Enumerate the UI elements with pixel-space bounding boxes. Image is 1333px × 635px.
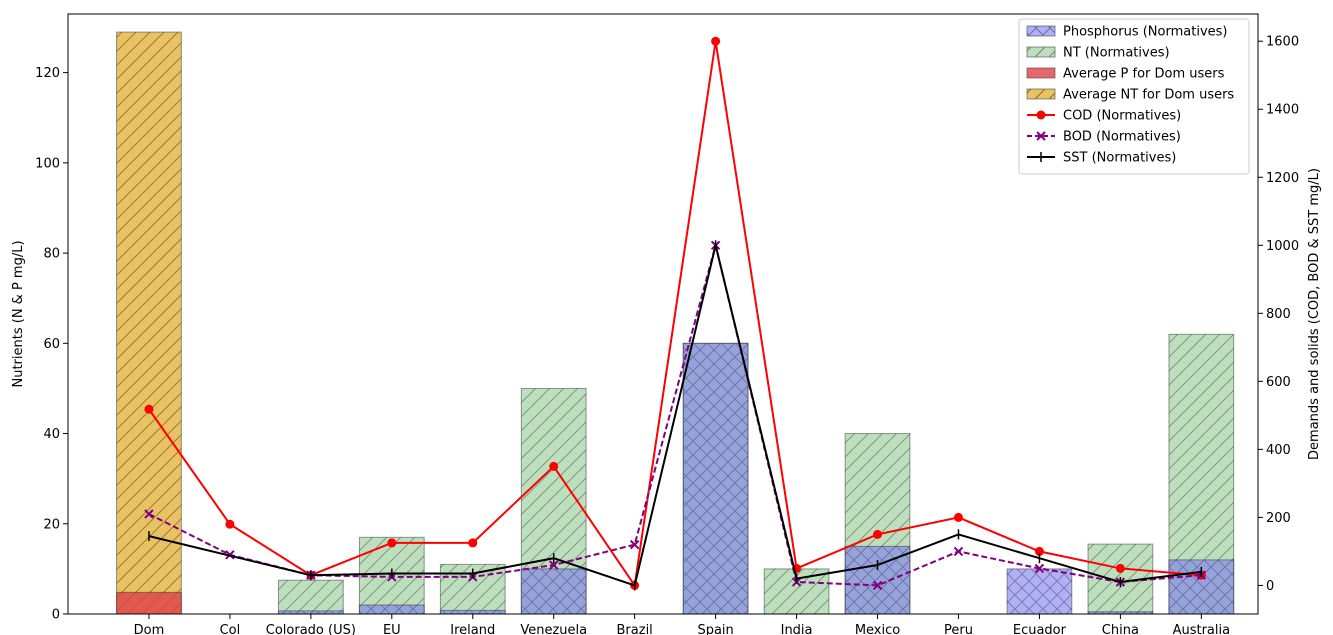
right-tick-label: 200	[1266, 511, 1291, 526]
x-tick-label: Ecuador	[1013, 623, 1067, 635]
legend-label: BOD (Normatives)	[1063, 130, 1181, 145]
left-tick-label: 60	[43, 337, 60, 352]
legend-label: Phosphorus (Normatives)	[1063, 25, 1227, 40]
data-point	[873, 529, 883, 539]
data-point	[225, 519, 235, 529]
left-tick-label: 20	[43, 517, 60, 532]
right-tick-label: 0	[1266, 579, 1274, 594]
x-tick-label: India	[781, 623, 813, 635]
x-tick-label: Ireland	[450, 623, 495, 635]
legend-item: NT (Normatives)	[1026, 46, 1170, 61]
legend-item: SST (Normatives)	[1027, 151, 1176, 166]
legend-item: Phosphorus (Normatives)	[1026, 25, 1227, 40]
data-point	[629, 539, 640, 550]
bar	[358, 604, 425, 615]
left-tick-label: 120	[35, 66, 60, 81]
plot-frame	[67, 13, 1259, 615]
data-point	[144, 509, 154, 519]
left-tick-label: 40	[43, 427, 60, 442]
left-tick-label: 80	[43, 247, 60, 262]
left-axis-label: Nutrients (N & P mg/L)	[11, 240, 26, 387]
left-tick-label: 100	[35, 156, 60, 171]
right-tick-label: 600	[1266, 375, 1291, 390]
right-tick-label: 1200	[1266, 171, 1299, 186]
x-tick-label: Col	[220, 623, 241, 635]
bar	[439, 609, 506, 615]
right-tick-label: 1400	[1266, 103, 1299, 118]
x-tick-label: Mexico	[855, 623, 900, 635]
right-tick-label: 800	[1266, 307, 1291, 322]
data-point	[1034, 563, 1045, 574]
data-point	[711, 36, 721, 46]
x-tick-label: EU	[383, 623, 401, 635]
legend-item: COD (Normatives)	[1027, 109, 1181, 124]
right-tick-label: 1000	[1266, 239, 1299, 254]
bar	[277, 579, 344, 615]
data-point	[468, 538, 478, 548]
x-tick-label: Australia	[1173, 623, 1231, 635]
legend-item: Average P for Dom users	[1026, 67, 1225, 82]
legend-label: Average NT for Dom users	[1063, 88, 1234, 103]
legend: Phosphorus (Normatives) NT (Normatives) Av…	[1018, 18, 1250, 175]
legend-label: Average P for Dom users	[1063, 67, 1225, 82]
data-point	[1034, 546, 1044, 556]
bar	[1006, 568, 1073, 615]
right-axis-label: Demands and solids (COD, BOD & SST mg/L)	[1307, 168, 1322, 460]
right-tick-label: 400	[1266, 443, 1291, 458]
series-line	[148, 41, 1202, 589]
data-point	[953, 512, 963, 522]
legend-swatch	[1026, 67, 1056, 79]
data-point	[953, 546, 964, 557]
series-line	[148, 245, 1202, 587]
x-tick-label: Colorado (US)	[266, 623, 356, 635]
x-tick-label: Dom	[134, 623, 165, 635]
bar	[520, 568, 587, 615]
data-point	[387, 538, 397, 548]
legend-label: NT (Normatives)	[1063, 46, 1170, 61]
legend-item: BOD (Normatives)	[1027, 130, 1181, 145]
legend-box	[1018, 18, 1250, 175]
bar	[116, 31, 182, 615]
data-point	[1115, 563, 1125, 573]
x-tick-label: Brazil	[617, 623, 653, 635]
right-tick-label: 1600	[1266, 35, 1299, 50]
data-point	[144, 404, 154, 414]
plot-area: 0204060801001200200400600800100012001400…	[35, 13, 1299, 635]
x-tick-label: Venezuela	[520, 623, 587, 635]
legend-label: COD (Normatives)	[1063, 109, 1181, 124]
data-point	[549, 461, 559, 471]
x-tick-label: Peru	[944, 623, 973, 635]
legend-label: SST (Normatives)	[1063, 151, 1176, 166]
data-point	[549, 560, 559, 570]
x-tick-label: China	[1102, 623, 1139, 635]
bar	[682, 342, 749, 615]
left-tick-label: 0	[52, 608, 60, 623]
bar	[116, 591, 182, 615]
legend-item: Average NT for Dom users	[1026, 88, 1234, 103]
data-point	[872, 580, 883, 591]
series-line	[148, 245, 1202, 587]
x-tick-label: Spain	[697, 623, 733, 635]
